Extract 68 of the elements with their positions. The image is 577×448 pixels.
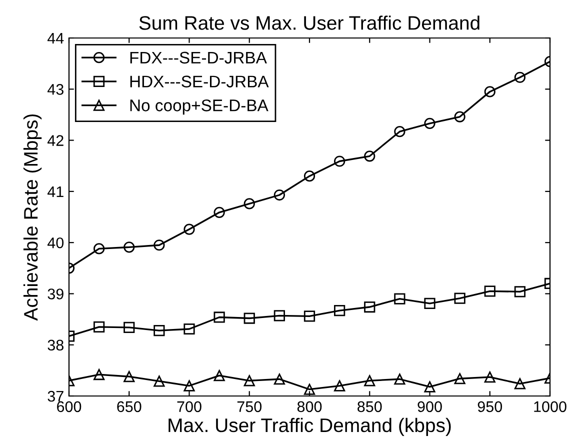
x-tick-label: 600 [57,401,82,412]
point [274,374,285,385]
point [214,370,225,382]
point [334,380,346,392]
point [244,312,255,324]
point [424,381,436,392]
point [304,310,316,322]
point [274,189,285,201]
point [454,373,466,384]
y-tick-label: 42 [48,135,64,146]
point [454,292,466,304]
point [304,170,316,182]
y-tick-label: 41 [48,186,64,197]
point [304,384,316,395]
x-tick-label: 800 [297,401,322,412]
point [214,312,225,323]
x-tick-label: 1000 [534,401,566,412]
point [514,378,526,390]
y-tick-label: 38 [48,340,64,351]
point [484,286,496,297]
x-tick-label: 900 [418,401,442,412]
point [244,375,255,386]
point [184,380,195,392]
point [514,286,526,298]
point [334,305,346,316]
point [424,118,436,129]
y-tick-label: 43 [48,84,64,95]
x-tick-label: 850 [358,401,382,412]
point [484,86,496,98]
y-tick-label: 44 [48,33,64,44]
point [364,375,376,386]
y-axis-title: Achievable Rate (Mbps) [23,114,42,321]
point [124,242,135,253]
point [454,111,466,122]
point [184,323,195,335]
point [124,371,135,382]
point [154,324,165,336]
point [394,374,406,385]
legend-label: No coop+SE-D-BA [130,100,268,115]
legend-label: FDX---SE-D-JRBA [130,52,267,64]
point [364,301,376,313]
point [484,372,496,383]
point [364,150,376,162]
point [94,321,105,333]
x-axis-title: Max. User Traffic Demand (kbps) [168,418,451,436]
x-tick-label: 700 [177,401,202,412]
point [244,198,255,210]
y-tick-label: 39 [48,288,64,300]
chart-title: Sum Rate vs Max. User Traffic Demand [139,16,480,30]
legend-label: HDX---SE-D-JRBA [130,76,269,88]
x-tick-label: 750 [237,401,262,412]
y-tick-label: 37 [48,390,64,402]
point [124,322,135,334]
point [394,126,406,138]
point [334,156,346,167]
point [424,298,436,309]
x-tick-label: 950 [478,401,502,412]
point [214,206,225,218]
point [184,224,195,235]
point [154,240,165,251]
x-tick-label: 650 [117,401,142,412]
y-tick-label: 40 [48,237,64,248]
point [274,310,285,322]
point [94,368,105,380]
point [154,376,165,387]
point [514,72,526,83]
point [94,243,105,254]
point [394,293,406,304]
